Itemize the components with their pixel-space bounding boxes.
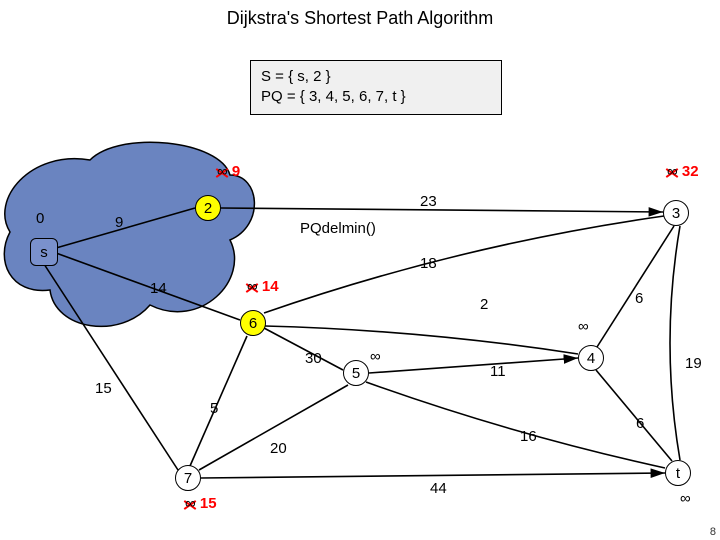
edge-3-4	[597, 226, 674, 347]
diagram-stage: { "title": "Dijkstra's Shortest Path Alg…	[0, 0, 720, 540]
dist-annot-3: ∞ 32	[665, 163, 699, 180]
edge-weight-7-t: 44	[430, 480, 447, 497]
dist-annot-4: ∞	[578, 318, 589, 335]
node-dist-0: 0	[36, 210, 44, 227]
edge-weight-6-7: 5	[210, 400, 218, 417]
node-6: 6	[240, 310, 266, 336]
node-s: s	[30, 238, 58, 266]
edge-2-3	[221, 208, 663, 212]
node-2: 2	[195, 195, 221, 221]
edge-5-t	[366, 382, 665, 468]
edge-weight-s-7: 15	[95, 380, 112, 397]
edge-weight-2-3: 23	[420, 193, 437, 210]
dist-annot-2: ∞ 9	[215, 163, 240, 180]
edge-weight-s-6: 14	[150, 280, 167, 297]
node-5: 5	[343, 360, 369, 386]
edge-weight-6-4: 2	[480, 296, 488, 313]
node-7: 7	[175, 465, 201, 491]
edge-4-t	[596, 370, 672, 461]
node-4: 4	[578, 345, 604, 371]
edge-6-5	[264, 328, 343, 370]
dist-annot-7: ∞ 15	[183, 495, 217, 512]
edge-3-t	[670, 226, 680, 460]
edge-weight-s-2: 9	[115, 214, 123, 231]
dist-annot-5: ∞	[370, 348, 381, 365]
edge-weight-6-5: 30	[305, 350, 322, 367]
edge-weight-6-3: 18	[420, 255, 437, 272]
edge-6-7	[190, 336, 247, 466]
op-label: PQdelmin()	[300, 220, 376, 237]
node-t: t	[665, 460, 691, 486]
edge-weight-5-t: 16	[520, 428, 537, 445]
edge-weight-5-4: 11	[490, 363, 506, 380]
edge-weight-7-5: 20	[270, 440, 287, 457]
edge-7-t	[201, 473, 665, 478]
edge-5-4	[369, 358, 578, 373]
dist-annot-6: ∞ 14	[245, 278, 279, 295]
edge-weight-3-t: 19	[685, 355, 702, 372]
edge-weight-3-4: 6	[635, 290, 643, 307]
graph-edges-layer	[0, 0, 720, 540]
edge-7-5	[199, 385, 348, 470]
node-3: 3	[663, 200, 689, 226]
edge-weight-4-t: 6	[636, 415, 644, 432]
dist-annot-t: ∞	[680, 490, 691, 507]
